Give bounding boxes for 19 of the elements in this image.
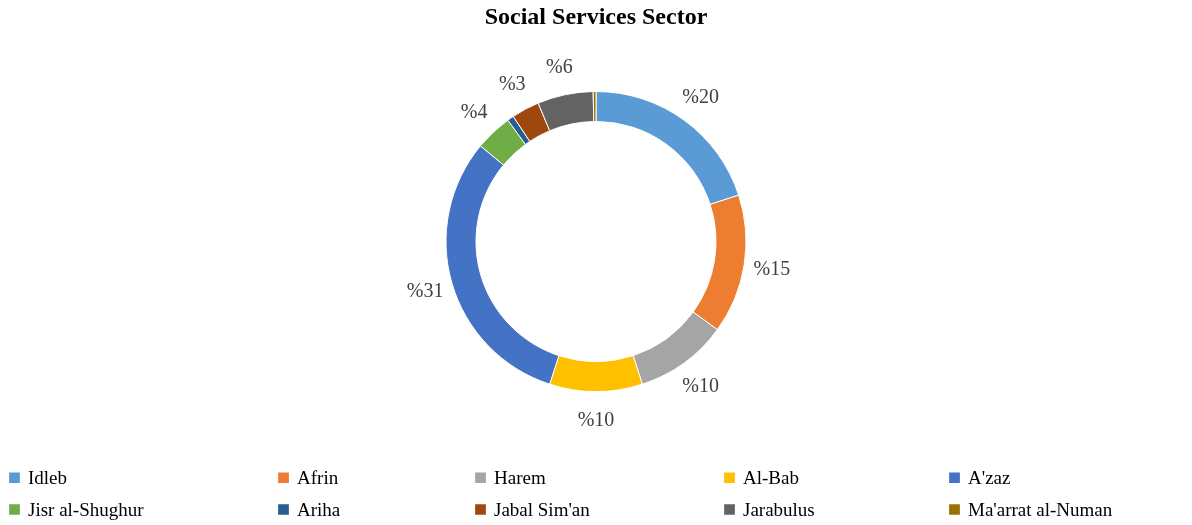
legend-label: Ariha <box>297 498 341 520</box>
data-label: %10 <box>577 407 615 430</box>
legend-label: Harem <box>494 466 546 488</box>
data-label: %10 <box>682 373 719 396</box>
data-label: %6 <box>546 55 573 78</box>
chart-title: Social Services Sector <box>484 3 708 29</box>
legend-label: Jisr al-Shughur <box>28 498 145 520</box>
data-label: %31 <box>406 279 444 302</box>
legend-label: Al-Bab <box>743 466 799 488</box>
data-label: %4 <box>460 99 488 122</box>
legend-label: Jarabulus <box>743 498 815 520</box>
legend-label: Afrin <box>297 466 339 488</box>
data-label: %3 <box>498 72 526 95</box>
legend-label: Idleb <box>28 466 68 488</box>
data-label: %20 <box>682 85 719 108</box>
legend-label: Jabal Sim'an <box>494 498 591 520</box>
data-label: %15 <box>753 257 791 280</box>
legend-label: Ma'arrat al-Numan <box>968 498 1113 520</box>
legend-label: A'zaz <box>968 466 1011 488</box>
